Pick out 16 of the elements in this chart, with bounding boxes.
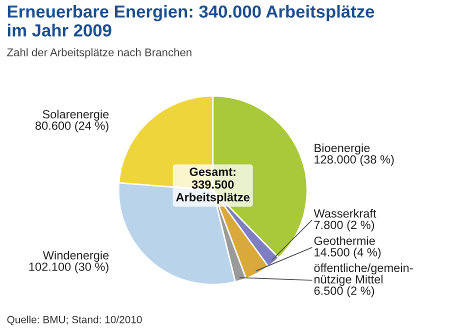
data-label: 102.100 (30 %) [29, 262, 108, 274]
slice-label: Windenergie [42, 250, 109, 262]
chart-title: Erneuerbare Energien: 340.000 Arbeitsplätze im Jahr 2009 [8, 4, 374, 37]
slice-label: Geothermie [314, 236, 375, 246]
slice-label: Solarenergie [42, 110, 109, 121]
data-label: 80.600 (24 %) [35, 121, 108, 132]
data-label: 7.800 (2 %) [314, 220, 374, 232]
slice-label: Wasserkraft [314, 208, 376, 218]
slice-label: Bioenergie [314, 143, 370, 154]
text: Gesamt: 339.500 Arbeitsplätze [176, 168, 250, 204]
source-note: Quelle: BMU; Stand: 10/2010 [7, 316, 142, 326]
chart-subtitle: Zahl der Arbeitsplätze nach Branchen [7, 48, 192, 58]
slice-label: öffentliche/gemein- nützige Mittel [314, 263, 413, 286]
data-label: 14.500 (4 %) [314, 248, 381, 259]
data-label: 6.500 (2 %) [314, 286, 374, 298]
data-label: 128.000 (38 %) [314, 154, 394, 166]
